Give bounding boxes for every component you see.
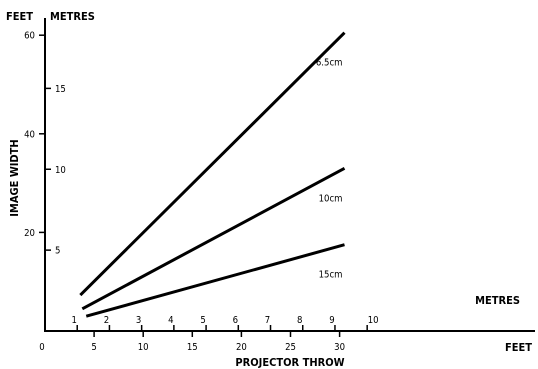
x-metres-tick-label: 5 (200, 315, 205, 326)
x-feet-tick-label: 10 (138, 342, 149, 353)
x-feet-tick-label: 0 (39, 342, 44, 353)
series-label: 10cm (319, 193, 343, 204)
y-metres-tick-label: 15 (55, 84, 66, 95)
x-metres-tick-label: 4 (168, 315, 173, 326)
x-axis-label: PROJECTOR THROW (235, 356, 344, 369)
y-metres-unit: METRES (50, 10, 95, 23)
x-metres-unit: METRES (475, 294, 520, 307)
y-axis-label: IMAGE WIDTH (8, 139, 21, 216)
series-label: 6.5cm (316, 58, 343, 69)
x-metres-tick-label: 6 (233, 315, 238, 326)
series-line (85, 243, 345, 318)
x-feet-tick-label: 15 (187, 342, 198, 353)
y-feet-tick-label: 20 (24, 228, 35, 239)
x-feet-tick-label: 20 (236, 342, 247, 353)
series-line (81, 166, 346, 311)
x-metres-tick-label: 10 (368, 315, 379, 326)
x-metres-tick-label: 2 (104, 315, 109, 326)
x-feet-tick-label: 5 (91, 342, 96, 353)
x-feet-unit: FEET (505, 341, 532, 354)
y-metres-tick-label: 10 (55, 165, 66, 176)
y-feet-tick-label: 60 (24, 31, 35, 42)
series-line (79, 31, 346, 297)
x-metres-tick-label: 9 (329, 315, 334, 326)
x-metres-tick-label: 3 (136, 315, 141, 326)
x-feet-tick-label: 30 (334, 342, 345, 353)
y-metres-tick-label: 5 (55, 246, 60, 257)
x-metres-tick-label: 1 (71, 315, 76, 326)
y-feet-unit: FEET (6, 10, 33, 23)
y-feet-tick-label: 40 (24, 129, 35, 140)
x-metres-tick-label: 7 (265, 315, 270, 326)
series-label: 15cm (319, 270, 343, 281)
x-metres-tick-label: 8 (297, 315, 302, 326)
x-feet-tick-label: 25 (285, 342, 296, 353)
